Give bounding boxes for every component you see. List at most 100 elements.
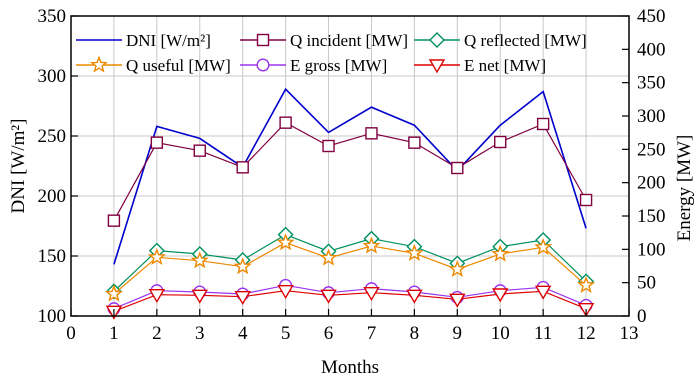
left-y-axis-title: DNI [W/m²] — [8, 119, 29, 214]
data-point — [536, 117, 550, 131]
series-3 — [105, 226, 595, 300]
data-point — [451, 161, 464, 175]
legend-label: Q useful [MW] — [126, 56, 231, 75]
x-tick-label: 3 — [195, 323, 205, 344]
series-2 — [107, 116, 593, 227]
data-point — [319, 248, 338, 266]
data-point — [190, 251, 209, 269]
series-line — [113, 284, 587, 310]
series-line — [113, 234, 587, 292]
legend-item: Q incident [MW] — [240, 31, 408, 50]
legend-swatch-marker — [256, 58, 270, 72]
data-point — [107, 214, 121, 227]
left-y-tick-label: 350 — [38, 6, 67, 27]
ticks-group — [70, 15, 630, 317]
x-tick-label: 9 — [453, 323, 463, 344]
right-y-tick-label: 100 — [637, 239, 666, 260]
legend-label: DNI [W/m²] — [126, 31, 211, 50]
x-tick-label: 7 — [367, 323, 377, 344]
series-line — [113, 242, 587, 295]
x-tick-label: 5 — [281, 323, 291, 344]
x-tick-label: 6 — [324, 323, 334, 344]
series-1 — [113, 87, 587, 265]
data-point — [234, 290, 251, 306]
x-tick-label: 2 — [152, 323, 162, 344]
left-y-tick-label: 300 — [38, 66, 67, 87]
data-point — [448, 259, 467, 277]
right-y-tick-label: 450 — [637, 6, 666, 27]
data-point — [365, 127, 378, 140]
legend-label: Q reflected [MW] — [464, 31, 587, 50]
data-point — [233, 257, 252, 275]
data-point — [276, 233, 295, 251]
tick-labels-group: 0 1 2 3 4 5 6 7 8 9 10 11 12 131001502002503003500501… — [38, 6, 666, 344]
data-point — [320, 289, 337, 304]
right-y-tick-label: 0 — [637, 306, 647, 327]
left-y-tick-label: 200 — [38, 186, 67, 207]
series-4 — [104, 233, 596, 302]
series-5 — [107, 278, 593, 316]
series-line — [113, 290, 587, 312]
data-point — [148, 288, 166, 304]
right-y-tick-label: 300 — [637, 106, 666, 127]
legend-label: Q incident [MW] — [290, 31, 408, 50]
data-point — [534, 237, 553, 255]
left-y-tick-label: 100 — [38, 306, 67, 327]
right-y-tick-label: 400 — [637, 39, 666, 60]
legend-swatch-marker — [428, 59, 446, 74]
right-y-tick-label: 250 — [637, 139, 666, 160]
series-group — [104, 87, 596, 320]
data-point — [322, 139, 335, 153]
x-tick-label: 11 — [534, 323, 552, 344]
data-point — [279, 116, 292, 129]
x-tick-label: 10 — [491, 323, 510, 344]
x-tick-label: 12 — [577, 323, 596, 344]
x-tick-label: 13 — [620, 323, 639, 344]
data-point — [405, 243, 424, 261]
data-point — [236, 161, 249, 174]
data-point — [579, 193, 593, 207]
data-point — [147, 247, 166, 265]
data-point — [491, 244, 510, 262]
data-point — [150, 136, 164, 149]
right-y-axis-title: Energy [MW] — [674, 135, 695, 242]
left-y-tick-label: 250 — [38, 126, 67, 147]
data-point — [406, 289, 423, 304]
data-point — [363, 286, 380, 302]
data-point — [104, 284, 123, 302]
legend-item: DNI [W/m²] — [76, 31, 211, 50]
series-line — [113, 87, 587, 265]
left-y-tick-label: 150 — [38, 246, 67, 267]
series-6 — [105, 284, 595, 320]
plot-frame — [70, 15, 630, 317]
series-line — [113, 121, 587, 221]
data-point — [193, 144, 206, 157]
data-point — [191, 289, 208, 304]
data-point — [408, 136, 421, 149]
data-point — [362, 236, 381, 254]
data-point — [494, 135, 507, 149]
right-y-tick-label: 350 — [637, 73, 666, 94]
legend-swatch-marker — [429, 32, 445, 48]
legend-item: Q reflected [MW] — [414, 31, 587, 50]
legend-label: E gross [MW] — [290, 56, 387, 75]
data-point — [449, 293, 466, 308]
x-tick-label: 1 — [109, 323, 119, 344]
x-axis-title: Months — [321, 357, 379, 376]
legend-label: E net [MW] — [464, 56, 546, 75]
legend-swatch-marker — [90, 55, 108, 73]
x-tick-label: 4 — [238, 323, 248, 344]
legend-swatch-marker — [256, 33, 270, 47]
right-y-tick-label: 150 — [637, 206, 666, 227]
right-y-tick-label: 200 — [637, 173, 666, 194]
data-point — [577, 275, 596, 293]
data-point — [534, 285, 552, 300]
data-point — [277, 284, 294, 300]
legend: DNI [W/m²] Q incident [MW] Q reflected [MW… — [76, 31, 587, 75]
legend-item: Q useful [MW] — [76, 55, 231, 75]
legend-item: E gross [MW] — [240, 56, 387, 75]
right-y-tick-label: 50 — [637, 273, 656, 294]
x-tick-label: 8 — [410, 323, 420, 344]
legend-item: E net [MW] — [414, 56, 546, 75]
x-tick-label: 0 — [66, 323, 76, 344]
